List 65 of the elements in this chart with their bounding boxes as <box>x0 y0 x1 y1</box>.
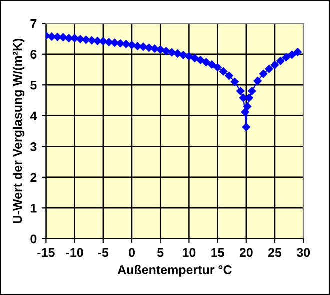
point <box>242 123 250 132</box>
point <box>179 51 188 60</box>
point <box>241 108 250 116</box>
point <box>248 87 256 96</box>
point <box>150 44 159 53</box>
y-tick-label: 4 <box>30 112 38 120</box>
x-tick-label: -5 <box>98 248 109 258</box>
point <box>94 37 102 46</box>
y-tick-label: 6 <box>30 50 37 60</box>
x-tick-label: 15 <box>212 248 224 258</box>
point <box>254 77 262 86</box>
point <box>294 48 302 56</box>
point <box>70 34 79 42</box>
point <box>59 33 68 42</box>
point <box>156 46 165 54</box>
x-tick-label: 10 <box>183 248 196 258</box>
point <box>190 54 199 62</box>
x-tick-label: -15 <box>38 248 55 258</box>
y-tick-label: 0 <box>30 234 37 244</box>
x-tick-label: 0 <box>129 248 135 258</box>
point <box>168 48 176 57</box>
point <box>245 94 254 102</box>
point <box>128 41 136 50</box>
point <box>244 102 252 111</box>
x-tick-label: 30 <box>296 248 310 258</box>
point <box>270 61 280 70</box>
point <box>196 56 205 64</box>
y-axis-title: U-Wert der Verglasung W/(m²K) <box>12 38 25 224</box>
point <box>265 65 274 74</box>
y-tick-label: 3 <box>30 142 37 152</box>
point <box>139 42 148 52</box>
point <box>236 87 245 96</box>
point <box>105 38 114 46</box>
x-tick-label: 20 <box>240 248 253 258</box>
point <box>48 32 56 41</box>
point <box>282 53 290 62</box>
point <box>288 50 296 60</box>
point <box>185 52 194 61</box>
y-tick-label: 5 <box>30 81 37 90</box>
point <box>214 64 222 72</box>
point <box>162 47 170 56</box>
point <box>225 72 234 80</box>
point <box>208 60 216 69</box>
point <box>145 44 154 52</box>
y-tick-label: 7 <box>30 20 37 28</box>
point <box>219 68 228 76</box>
point <box>202 58 210 66</box>
x-tick-label: -10 <box>66 248 84 258</box>
point <box>54 33 62 42</box>
point <box>174 50 182 58</box>
point <box>99 37 108 46</box>
point <box>116 40 125 48</box>
y-tick-label: 1 <box>31 204 37 213</box>
point <box>260 70 268 78</box>
point <box>230 78 239 86</box>
y-tick-label: 2 <box>30 173 37 182</box>
point <box>122 40 130 48</box>
point <box>110 38 119 48</box>
point <box>276 57 285 66</box>
x-axis-title: Außentempertur °C <box>118 265 232 277</box>
point <box>82 36 90 44</box>
point <box>134 42 142 50</box>
x-tick-label: 25 <box>268 248 282 258</box>
point <box>76 35 85 44</box>
x-tick-label: 5 <box>158 248 164 258</box>
